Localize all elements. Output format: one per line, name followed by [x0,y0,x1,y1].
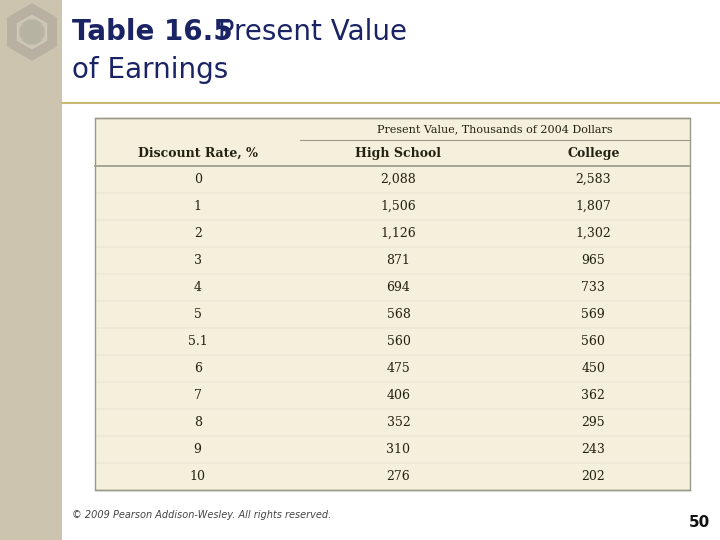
Text: 1,807: 1,807 [575,200,611,213]
Text: 6: 6 [194,362,202,375]
Polygon shape [8,4,56,60]
Text: 694: 694 [387,281,410,294]
Text: 9: 9 [194,443,202,456]
Text: 560: 560 [387,335,410,348]
Text: 276: 276 [387,470,410,483]
Text: 4: 4 [194,281,202,294]
Polygon shape [17,15,47,49]
Text: 1,302: 1,302 [575,227,611,240]
Text: 2,088: 2,088 [381,173,416,186]
Text: 560: 560 [581,335,606,348]
Text: 5: 5 [194,308,202,321]
Bar [0,0,62,540]
Text: 475: 475 [387,362,410,375]
Text: 362: 362 [581,389,606,402]
Text: 352: 352 [387,416,410,429]
Text: 1: 1 [194,200,202,213]
Text: 568: 568 [387,308,410,321]
Text: Present Value, Thousands of 2004 Dollars: Present Value, Thousands of 2004 Dollars [377,124,613,134]
Text: 295: 295 [582,416,605,429]
Text: 569: 569 [582,308,606,321]
Text: Present Value: Present Value [200,18,407,46]
Text: Discount Rate, %: Discount Rate, % [138,146,258,159]
Text: High School: High School [356,146,441,159]
Text: 8: 8 [194,416,202,429]
Text: 450: 450 [581,362,606,375]
Text: 1,126: 1,126 [381,227,416,240]
Text: 2,583: 2,583 [575,173,611,186]
Text: 10: 10 [189,470,206,483]
Text: 0: 0 [194,173,202,186]
Text: of Earnings: of Earnings [72,56,228,84]
Text: 2: 2 [194,227,202,240]
Text: 310: 310 [387,443,410,456]
Text: 965: 965 [582,254,606,267]
Text: 3: 3 [194,254,202,267]
Text: 7: 7 [194,389,202,402]
Circle shape [20,20,44,44]
Bar [95,118,690,490]
Text: 406: 406 [387,389,410,402]
Text: 733: 733 [581,281,606,294]
Text: 50: 50 [689,515,710,530]
Text: 243: 243 [581,443,606,456]
Text: 5.1: 5.1 [188,335,207,348]
Text: Table 16.5: Table 16.5 [72,18,233,46]
Text: 1,506: 1,506 [381,200,416,213]
Text: © 2009 Pearson Addison-Wesley. All rights reserved.: © 2009 Pearson Addison-Wesley. All right… [72,510,331,520]
Text: 202: 202 [582,470,606,483]
Text: 871: 871 [387,254,410,267]
Text: College: College [567,146,620,159]
